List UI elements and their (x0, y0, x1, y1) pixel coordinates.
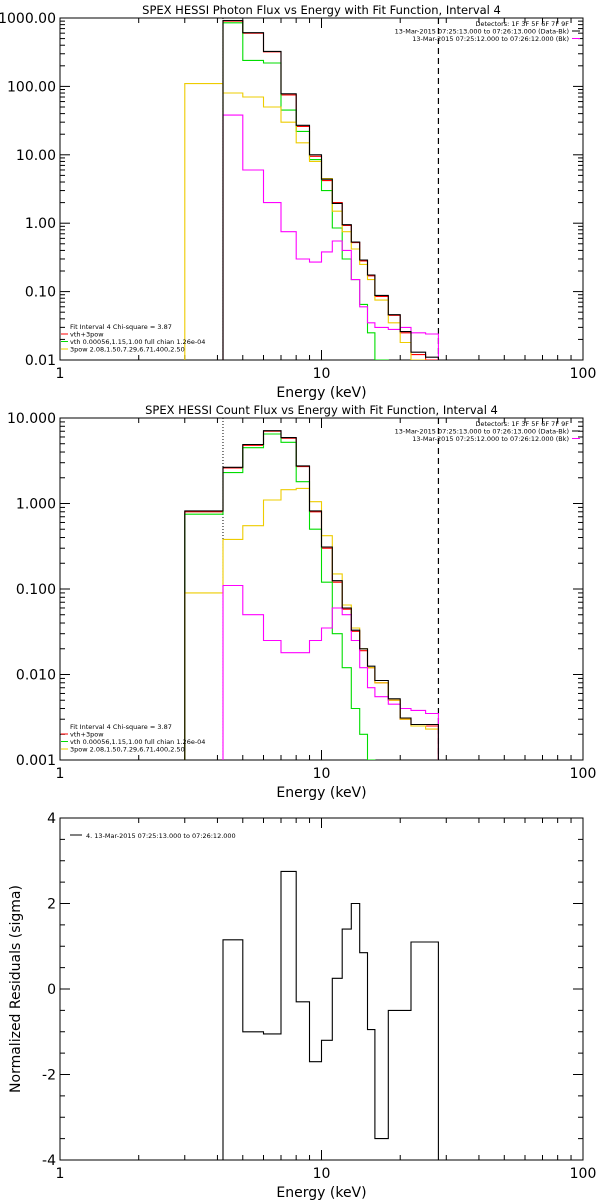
plot-panel-3: 1 10 100 Energy (keV) -4 -2 0 2 4 Normalized Resi… (8, 811, 597, 1201)
legend-bottom: Fit Interval 4 Chi-square = 3.87vth+3pow… (61, 323, 205, 354)
series-bk-line (222, 584, 439, 760)
series-total-line (184, 430, 439, 760)
x-tick-label: 100 (570, 766, 597, 782)
y-tick-label: 0.100 (16, 582, 56, 598)
y-tick-label: 10.000 (7, 411, 56, 427)
x-axis-label: Energy (keV) (276, 785, 366, 801)
y-axis-ticks (60, 817, 583, 1161)
legend-top: Detectors: 1F 3F 5F 6F 7F 9F13-Mar-2015 … (395, 420, 580, 443)
legend-top-entry: 13-Mar-2015 07:25:13.000 to 07:26:13.000… (395, 428, 569, 436)
chart-title: SPEX HESSI Photon Flux vs Energy with Fi… (142, 3, 501, 17)
y-axis-ticks (60, 417, 583, 761)
y-tick-label: 1000.00 (0, 11, 56, 27)
plot-frame (59, 817, 584, 1161)
x-axis-label: Energy (keV) (276, 1185, 366, 1200)
legend-top: Detectors: 1F 3F 5F 6F 7F 9F13-Mar-2015 … (395, 20, 580, 43)
data-layer (184, 418, 440, 760)
series-bk-line (222, 114, 439, 360)
plot-frame (59, 417, 584, 761)
x-axis-ticks (59, 818, 572, 1160)
x-tick-label: 100 (570, 366, 597, 382)
x-tick-label: 100 (570, 1166, 597, 1182)
legend-top-entry: 13-Mar-2015 07:25:13.000 to 07:26:13.000… (395, 28, 569, 36)
y-axis-label: Normalized Residuals (sigma) (8, 885, 24, 1093)
y-tick-label: -4 (42, 1153, 56, 1169)
y-tick-label: 2 (47, 897, 56, 913)
x-tick-label: 10 (313, 1166, 331, 1182)
y-tick-label: 4 (47, 811, 56, 827)
x-axis-ticks (59, 418, 572, 760)
x-tick-label: 10 (313, 366, 331, 382)
series-sum-line (222, 20, 439, 360)
series-vth-line (184, 433, 376, 760)
y-tick-label: 100.00 (7, 79, 56, 95)
legend-top-entry: Detectors: 1F 3F 5F 6F 7F 9F (475, 20, 569, 28)
y-tick-label: 0.10 (25, 285, 56, 301)
legend-bottom: Fit Interval 4 Chi-square = 3.87vth+3pow… (61, 723, 205, 754)
legend-residual-entry: 4. 13-Mar-2015 07:25:13.000 to 07:26:12.… (86, 832, 236, 840)
legend-bottom-entry: vth+3pow (70, 331, 104, 339)
y-tick-label: -2 (42, 1068, 56, 1084)
x-axis-label: Energy (keV) (276, 385, 366, 401)
x-tick-label: 1 (56, 1166, 65, 1182)
y-tick-label: 0.001 (16, 753, 56, 769)
x-tick-label: 1 (56, 766, 65, 782)
legend-top-entry: 13-Mar-2015 07:25:12.000 to 07:26:12.000… (412, 35, 569, 43)
legend-bottom-entry: Fit Interval 4 Chi-square = 3.87 (70, 723, 172, 731)
legend-bottom-entry: 3pow 2.08,1.50,7.29,6.71,400,2.50 (70, 746, 185, 754)
plot-panel-1: SPEX HESSI Photon Flux vs Energy with Fi… (0, 3, 596, 401)
x-tick-label: 10 (313, 766, 331, 782)
chart-title: SPEX HESSI Count Flux vs Energy with Fit… (145, 403, 498, 417)
y-tick-label: 1.00 (25, 216, 56, 232)
legend-bottom-entry: vth 0.00056,1.15,1.00 full chian 1.26e-0… (70, 338, 205, 346)
series-total-line (222, 19, 439, 360)
legend-bottom-entry: vth+3pow (70, 731, 104, 739)
legend-bottom-entry: vth 0.00056,1.15,1.00 full chian 1.26e-0… (70, 738, 205, 746)
series-vth-line (222, 22, 389, 360)
y-tick-label: 1.000 (16, 497, 56, 513)
data-layer (222, 870, 439, 1160)
legend-top-entry: 13-Mar-2015 07:25:12.000 to 07:26:12.000… (412, 435, 569, 443)
y-tick-label: 10.00 (16, 148, 56, 164)
plot-panel-2: SPEX HESSI Count Flux vs Energy with Fit… (7, 403, 596, 801)
y-tick-label: 0.010 (16, 668, 56, 684)
legend-top-entry: Detectors: 1F 3F 5F 6F 7F 9F (475, 420, 569, 428)
legend-bottom-entry: Fit Interval 4 Chi-square = 3.87 (70, 323, 172, 331)
x-tick-label: 1 (56, 366, 65, 382)
data-layer (184, 18, 440, 360)
series-residual-line (222, 870, 439, 1160)
legend-residual: 4. 13-Mar-2015 07:25:13.000 to 07:26:12.… (70, 832, 236, 840)
y-tick-label: 0.01 (25, 353, 56, 369)
y-tick-label: 0 (47, 982, 56, 998)
legend-bottom-entry: 3pow 2.08,1.50,7.29,6.71,400,2.50 (70, 346, 185, 354)
x-axis-ticks (59, 18, 572, 360)
